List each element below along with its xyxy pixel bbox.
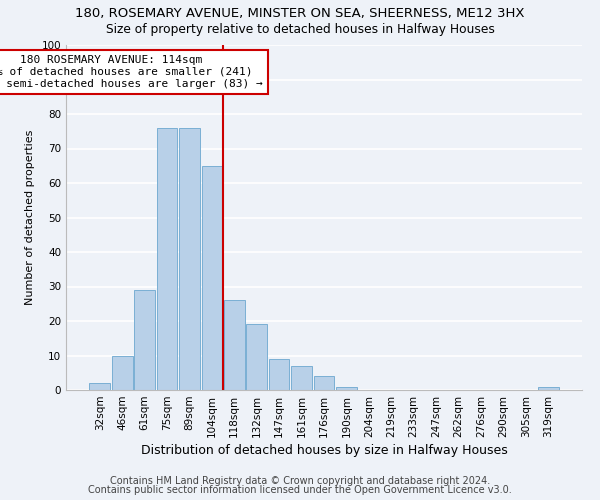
Bar <box>179 128 200 390</box>
Bar <box>291 366 312 390</box>
Bar <box>269 359 289 390</box>
Bar <box>538 386 559 390</box>
Bar <box>134 290 155 390</box>
Bar <box>314 376 334 390</box>
Bar <box>112 356 133 390</box>
Bar <box>247 324 267 390</box>
Text: 180 ROSEMARY AVENUE: 114sqm
← 74% of detached houses are smaller (241)
25% of se: 180 ROSEMARY AVENUE: 114sqm ← 74% of det… <box>0 56 263 88</box>
Text: 180, ROSEMARY AVENUE, MINSTER ON SEA, SHEERNESS, ME12 3HX: 180, ROSEMARY AVENUE, MINSTER ON SEA, SH… <box>75 8 525 20</box>
Bar <box>89 383 110 390</box>
Bar <box>157 128 178 390</box>
Bar <box>336 386 357 390</box>
Text: Size of property relative to detached houses in Halfway Houses: Size of property relative to detached ho… <box>106 22 494 36</box>
X-axis label: Distribution of detached houses by size in Halfway Houses: Distribution of detached houses by size … <box>140 444 508 457</box>
Text: Contains public sector information licensed under the Open Government Licence v3: Contains public sector information licen… <box>88 485 512 495</box>
Y-axis label: Number of detached properties: Number of detached properties <box>25 130 35 305</box>
Bar <box>202 166 222 390</box>
Text: Contains HM Land Registry data © Crown copyright and database right 2024.: Contains HM Land Registry data © Crown c… <box>110 476 490 486</box>
Bar <box>224 300 245 390</box>
